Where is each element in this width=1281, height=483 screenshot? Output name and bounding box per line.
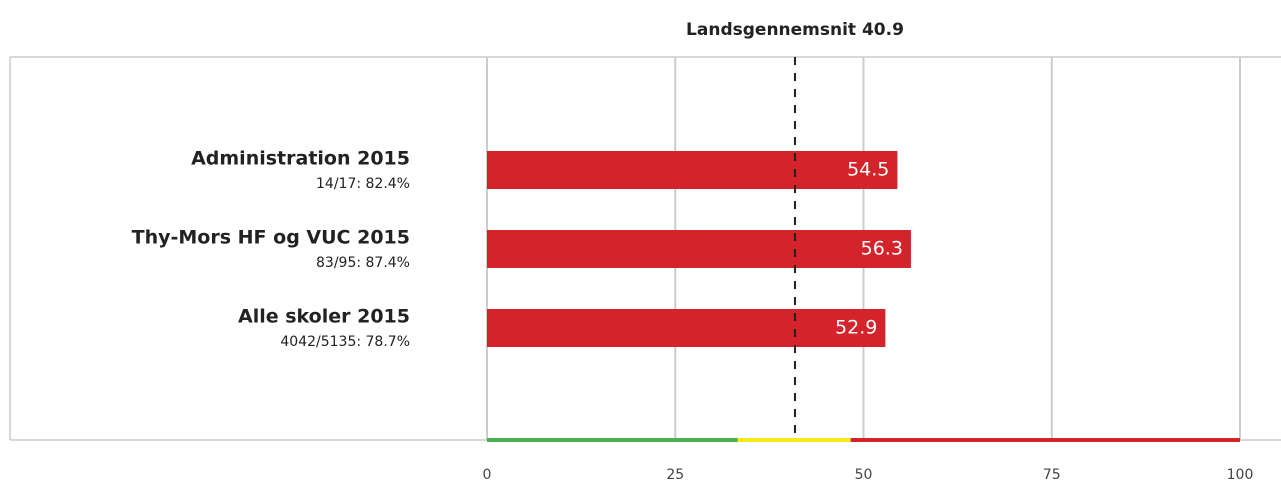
category-sublabel: 4042/5135: 78.7%	[280, 334, 410, 350]
category-label: Alle skoler 2015	[238, 306, 410, 328]
category-sublabel: 14/17: 82.4%	[316, 176, 410, 192]
scale-band	[850, 438, 1240, 442]
category-label: Thy-Mors HF og VUC 2015	[132, 227, 410, 249]
bar	[487, 309, 886, 347]
category-label: Administration 2015	[191, 148, 410, 170]
value-label: 54.5	[847, 159, 889, 181]
scale-band	[737, 438, 851, 442]
x-tick-label: 0	[483, 467, 492, 483]
x-tick-label: 25	[666, 467, 684, 483]
category-sublabel: 83/95: 87.4%	[316, 255, 410, 271]
x-tick-label: 100	[1227, 467, 1254, 483]
chart-title: Landsgennemsnit 40.9	[686, 20, 904, 40]
bar	[487, 230, 911, 268]
value-label: 56.3	[861, 238, 903, 260]
x-tick-label: 50	[855, 467, 873, 483]
bar	[487, 151, 898, 189]
x-tick-label: 75	[1043, 467, 1061, 483]
scale-band	[487, 438, 738, 442]
value-label: 52.9	[835, 317, 877, 339]
